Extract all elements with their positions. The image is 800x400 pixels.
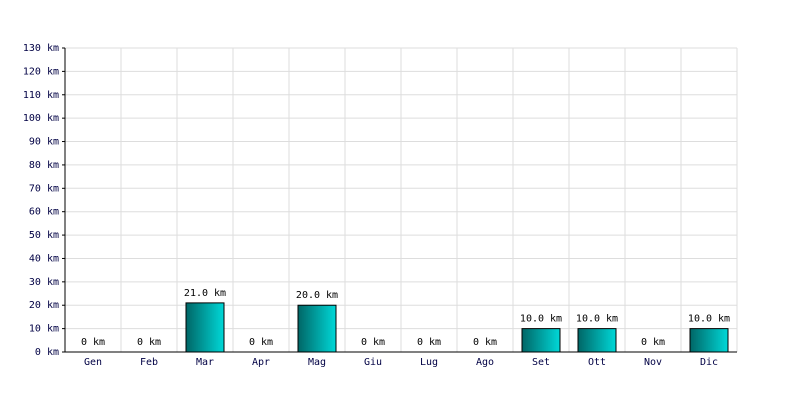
y-tick-label: 90 km (29, 137, 59, 148)
value-label: 0 km (473, 337, 497, 348)
value-label: 20.0 km (296, 290, 338, 301)
x-tick-label: Feb (140, 357, 158, 368)
bar (185, 302, 225, 353)
value-label: 10.0 km (688, 314, 730, 325)
value-label: 0 km (417, 337, 441, 348)
y-tick-label: 110 km (23, 90, 59, 101)
x-tick-label: Set (532, 357, 550, 368)
y-tick-label: 60 km (29, 207, 59, 218)
x-tick-label: Nov (644, 357, 662, 368)
value-label: 21.0 km (184, 288, 226, 299)
value-label: 0 km (81, 337, 105, 348)
x-tick-label: Giu (364, 357, 382, 368)
y-tick-label: 70 km (29, 183, 59, 194)
x-tick-label: Mar (196, 357, 214, 368)
y-tick-label: 80 km (29, 160, 59, 171)
value-label: 0 km (249, 337, 273, 348)
x-tick-label: Mag (308, 357, 326, 368)
x-tick-label: Apr (252, 357, 270, 368)
value-label: 0 km (137, 337, 161, 348)
bar (521, 328, 561, 353)
y-tick-label: 0 km (35, 347, 59, 358)
y-tick-label: 50 km (29, 230, 59, 241)
x-tick-label: Dic (700, 357, 718, 368)
x-tick-label: Gen (84, 357, 102, 368)
value-label: 10.0 km (576, 314, 618, 325)
y-tick-label: 10 km (29, 324, 59, 335)
y-tick-label: 100 km (23, 113, 59, 124)
bar (577, 328, 617, 353)
y-tick-label: 120 km (23, 66, 59, 77)
x-tick-label: Lug (420, 357, 438, 368)
value-label: 0 km (361, 337, 385, 348)
y-tick-label: 20 km (29, 300, 59, 311)
value-label: 0 km (641, 337, 665, 348)
x-tick-label: Ott (588, 357, 606, 368)
value-label: 10.0 km (520, 314, 562, 325)
bar (689, 328, 729, 353)
y-tick-label: 40 km (29, 253, 59, 264)
y-tick-label: 130 km (23, 43, 59, 54)
y-tick-label: 30 km (29, 277, 59, 288)
bar (297, 304, 337, 353)
x-tick-label: Ago (476, 357, 494, 368)
